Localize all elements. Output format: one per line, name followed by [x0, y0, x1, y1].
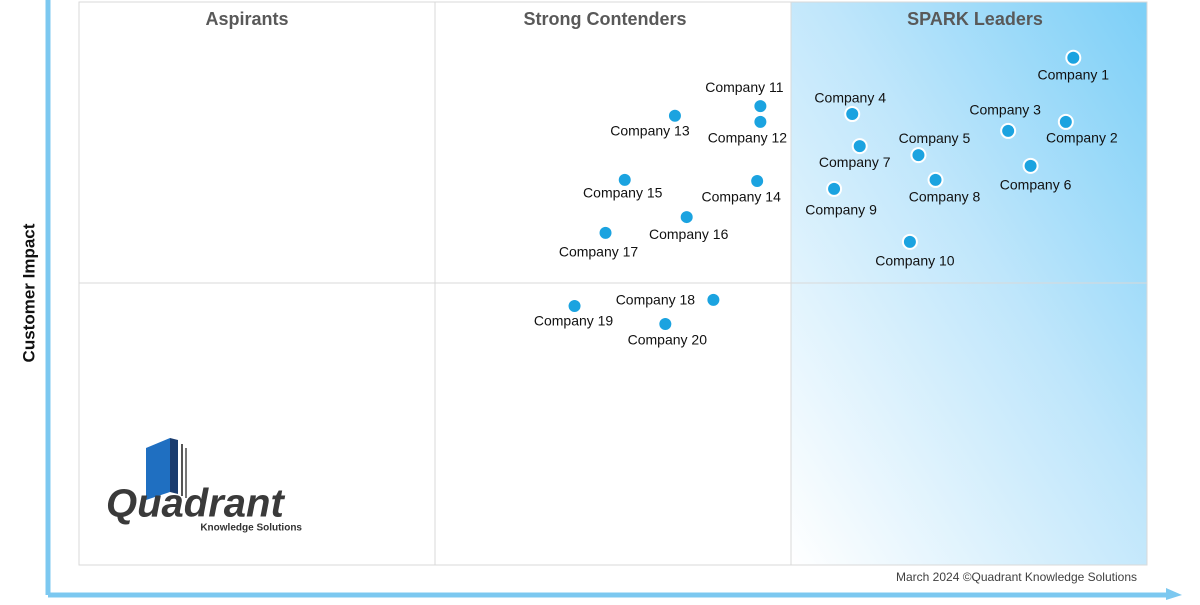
data-point	[752, 98, 769, 115]
quadrant-title: SPARK Leaders	[907, 9, 1043, 29]
logo-book	[170, 438, 178, 494]
data-point	[749, 173, 766, 190]
point-label: Company 19	[534, 313, 614, 329]
data-point	[851, 138, 868, 155]
data-point	[1057, 113, 1074, 130]
point-label: Company 12	[708, 130, 788, 146]
point-label: Company 16	[649, 226, 729, 242]
data-point	[597, 224, 614, 241]
footer: March 2024 ©Quadrant Knowledge Solutions	[896, 570, 1137, 584]
data-point	[927, 171, 944, 188]
point-label: Company 6	[1000, 177, 1072, 193]
point-label: Company 4	[814, 90, 886, 106]
logo-subtitle: Knowledge Solutions	[200, 523, 302, 534]
point-label: Company 9	[805, 202, 877, 218]
data-point	[1000, 122, 1017, 139]
point-label: Company 17	[559, 244, 639, 260]
data-point	[678, 209, 695, 226]
point-label: Company 20	[628, 332, 708, 348]
point-label: Company 3	[969, 102, 1041, 118]
point-label: Company 15	[583, 185, 663, 201]
data-point	[910, 147, 927, 164]
quadrant-title: Aspirants	[205, 9, 288, 29]
x-axis-arrow	[1166, 588, 1182, 600]
logo: Quadrant Knowledge Solutions	[106, 438, 302, 534]
point-label: Company 7	[819, 154, 891, 170]
data-point	[1022, 157, 1039, 174]
data-point	[844, 106, 861, 123]
point-label: Company 8	[909, 189, 981, 205]
quadrant-title: Strong Contenders	[523, 9, 686, 29]
point-label: Company 5	[899, 130, 971, 146]
data-point	[705, 291, 722, 308]
logo-title: Quadrant	[106, 482, 285, 526]
point-label: Company 11	[705, 79, 784, 95]
point-label: Company 13	[610, 122, 690, 138]
y-axis-label: Customer Impact	[19, 223, 38, 362]
data-point	[826, 180, 843, 197]
point-label: Company 14	[701, 189, 781, 205]
point-label: Company 2	[1046, 130, 1118, 146]
logo-book	[146, 438, 170, 500]
point-label: Company 18	[616, 292, 696, 308]
point-label: Company 1	[1038, 66, 1110, 82]
data-point	[616, 171, 633, 188]
data-point	[666, 107, 683, 124]
data-point	[901, 233, 918, 250]
data-point	[752, 113, 769, 130]
data-point	[657, 316, 674, 333]
point-label: Company 10	[875, 253, 955, 269]
data-point	[566, 298, 583, 315]
data-point	[1065, 49, 1082, 66]
